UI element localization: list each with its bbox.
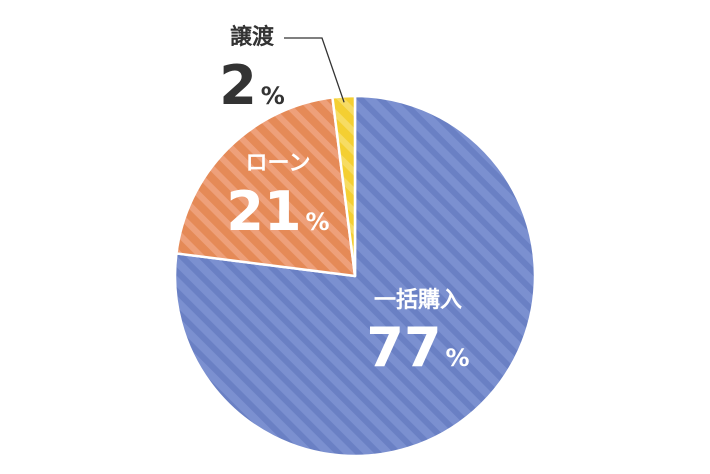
pie-slices (173, 94, 537, 458)
pie-slice-transfer (331, 94, 357, 278)
pie-slice-loan (175, 96, 357, 278)
slice-label-loan-value: 21% (226, 180, 329, 243)
slice-value-lump-sum-number: 77 (366, 316, 441, 379)
slice-label-loan-name: ローン (246, 151, 311, 176)
slice-label-lump-sum-value: 77% (366, 316, 469, 379)
leader-line (284, 37, 345, 103)
pie-slice-lump-sum (173, 94, 537, 458)
slice-value-loan-unit: % (306, 208, 330, 236)
slice-value-lump-sum-unit: % (446, 344, 470, 372)
slice-label-lump-sum-name: 一括購入 (374, 288, 462, 313)
slice-value-transfer-number: 2 (219, 54, 257, 117)
slice-label-transfer-name: 譲渡 (230, 24, 275, 50)
slice-value-transfer-unit: % (261, 82, 285, 110)
slice-value-loan-number: 21 (226, 180, 301, 243)
slice-label-transfer-value: 2% (219, 54, 285, 117)
